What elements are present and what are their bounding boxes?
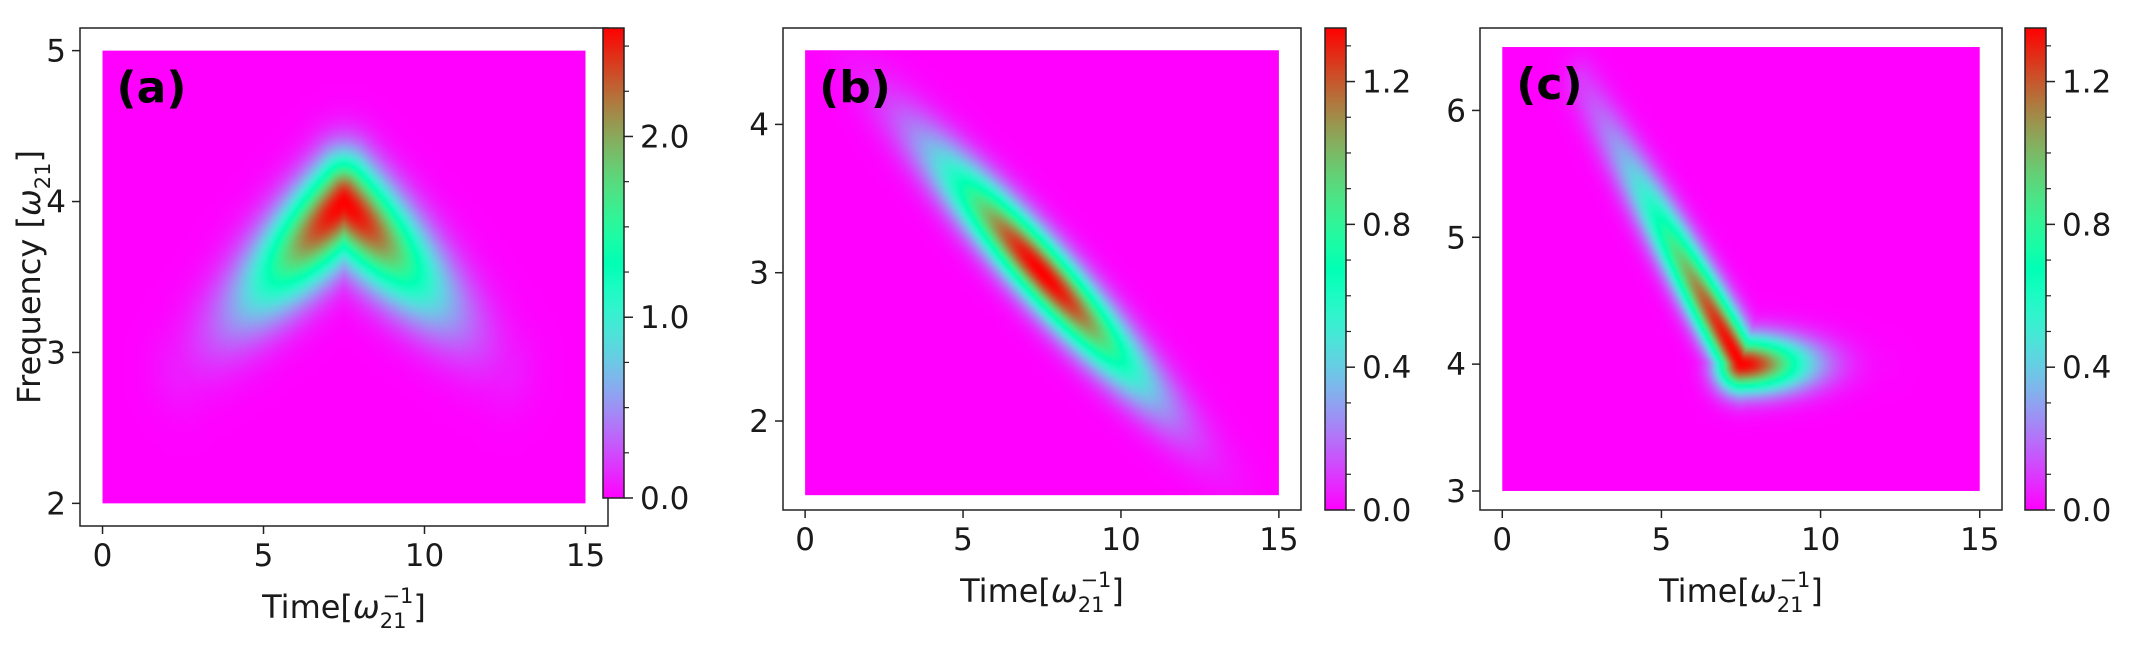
y-tick-label: 2	[46, 486, 66, 522]
colorbar-tick-label: 1.0	[640, 300, 689, 336]
axes-frame	[1479, 27, 2003, 511]
heatmap-image	[805, 50, 1279, 496]
y-tick-label: 3	[749, 256, 769, 292]
x-axis-label: Time[ω21−1]	[1658, 568, 1823, 617]
x-tick-label: 10	[1801, 522, 1840, 558]
x-tick-label: 15	[1960, 522, 1999, 558]
y-tick-label: 4	[46, 185, 66, 221]
panel-label: (a)	[117, 63, 187, 114]
panel-label: (b)	[819, 62, 891, 113]
y-tick-label: 2	[749, 404, 769, 440]
colorbar-tick-label: 1.2	[2062, 65, 2111, 101]
colorbar	[602, 27, 625, 499]
colorbar-tick-label: 0.8	[2062, 207, 2111, 243]
colorbar-tick-label: 0.8	[1362, 207, 1411, 243]
panel-a: 0 5 10 15 2 3 4 5 (a) Time[ω21−1] Frequency [ω21] 0…	[10, 27, 689, 633]
panel-c: 0 5 10 15 3 4 5 6 (c) Time[ω21−1] 0.0 0.4 0.8 1.2	[1446, 27, 2111, 617]
y-tick-label: 5	[46, 34, 66, 70]
x-tick-label: 10	[1101, 522, 1140, 558]
heatmap-image	[102, 50, 586, 504]
colorbar	[1324, 27, 1347, 511]
colorbar-tick-label: 2.0	[640, 119, 689, 155]
colorbar-tick-label: 0.0	[2062, 493, 2111, 529]
axes-frame	[782, 27, 1302, 511]
colorbar-tick-label: 0.0	[640, 481, 689, 517]
x-tick-label: 5	[254, 538, 274, 574]
y-tick-label: 4	[1446, 347, 1466, 383]
x-tick-label: 10	[405, 538, 444, 574]
y-tick-label: 6	[1446, 93, 1466, 129]
x-tick-label: 0	[795, 522, 815, 558]
y-axis-label: Frequency [ω21]	[10, 150, 55, 404]
x-axis-label: Time[ω21−1]	[959, 568, 1124, 617]
x-tick-label: 0	[1492, 522, 1512, 558]
y-tick-label: 5	[1446, 220, 1466, 256]
y-tick-label: 4	[749, 107, 769, 143]
x-axis-label: Time[ω21−1]	[261, 584, 426, 633]
panels-root: 0 5 10 15 2 3 4 5 (a) Time[ω21−1] Frequency [ω21] 0…	[10, 27, 2111, 633]
x-tick-label: 5	[953, 522, 973, 558]
x-tick-label: 15	[566, 538, 605, 574]
x-tick-label: 15	[1259, 522, 1298, 558]
panel-label: (c)	[1516, 59, 1582, 110]
colorbar	[2024, 27, 2047, 511]
colorbar-tick-label: 0.4	[2062, 350, 2111, 386]
heatmap-image	[1502, 47, 1980, 491]
y-tick-label: 3	[46, 335, 66, 371]
colorbar-tick-label: 1.2	[1362, 65, 1411, 101]
colorbar-tick-label: 0.0	[1362, 493, 1411, 529]
colorbar-tick-label: 0.4	[1362, 350, 1411, 386]
x-tick-label: 0	[93, 538, 113, 574]
x-tick-label: 5	[1652, 522, 1672, 558]
y-tick-label: 3	[1446, 474, 1466, 510]
panel-b: 0 5 10 15 2 3 4 (b) Time[ω21−1] 0.0 0.4 0.8 1.2	[749, 27, 1411, 617]
